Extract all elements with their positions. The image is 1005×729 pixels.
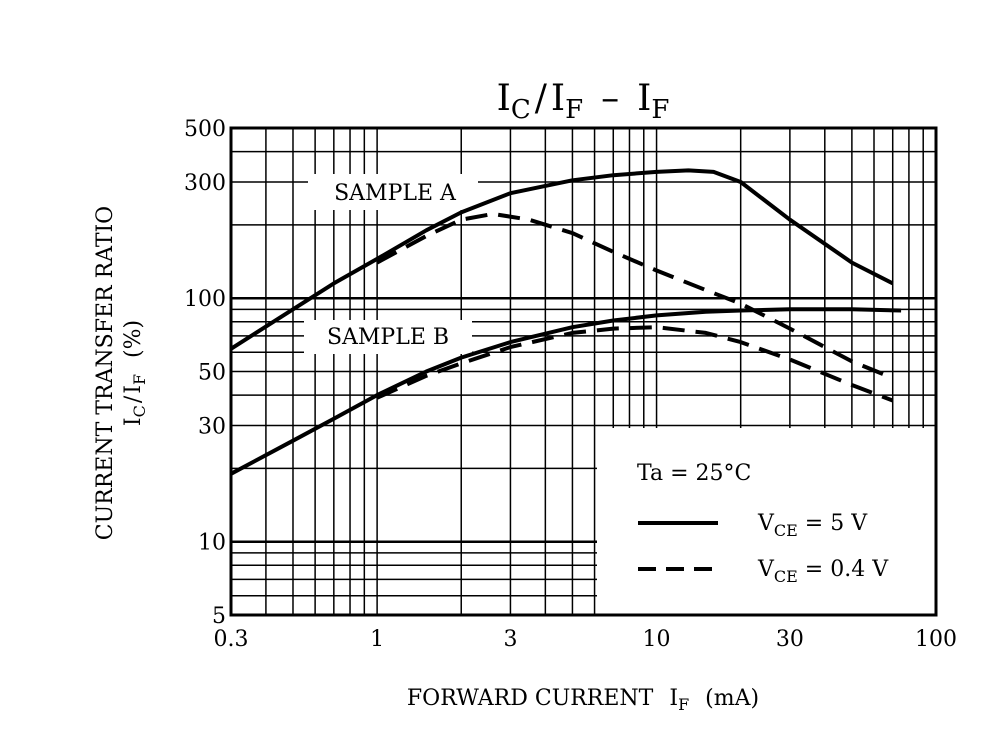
title-dash: – [601, 78, 619, 119]
legend-entry-dashed: VCE = 0.4 V [757, 557, 889, 586]
ylabel-slash: / [121, 395, 146, 403]
x-tick-label: 30 [776, 627, 804, 652]
y-tick-label: 30 [198, 415, 226, 440]
series-line-sample-b-dashed [376, 325, 894, 403]
ylabel-unit: (%) [121, 320, 146, 358]
series-line-sample-a-solid [229, 168, 894, 351]
x-tick-label: 3 [503, 627, 517, 652]
x-axis-label: FORWARD CURRENT IF (mA) [407, 686, 759, 714]
xlabel-sym: I [669, 686, 678, 711]
legend-entry-solid: VCE = 5 V [757, 511, 868, 540]
title-if: I [551, 78, 565, 119]
legend-solid-sub: CE [774, 521, 798, 540]
y-tick-label: 100 [184, 287, 226, 312]
tick-labels: 0.3 1 3 10 30 100 5 10 30 50 100 300 500 [184, 117, 957, 652]
sample-a-label-bg [308, 174, 478, 210]
title-x: I [637, 78, 651, 119]
chart-title: IC / IF – IF [497, 78, 670, 125]
title-ic: I [497, 78, 511, 119]
sample-a-label: SAMPLE A [334, 181, 457, 206]
ylabel-sub1: C [130, 405, 149, 417]
y-tick-label: 5 [212, 604, 226, 629]
series [229, 168, 902, 476]
series-line-sample-a-dashed [376, 211, 894, 380]
sample-b-label-bg [304, 320, 472, 354]
y-tick-label: 50 [198, 361, 226, 386]
legend-dashed-sub: CE [774, 567, 798, 586]
x-tick-label: 1 [370, 627, 384, 652]
y-axis-label: CURRENT TRANSFER RATIO IC/IF(%) [93, 206, 149, 540]
ylabel-sub2: F [130, 374, 149, 385]
xlabel-prefix: FORWARD CURRENT [407, 686, 654, 711]
title-ic-sub: C [511, 95, 531, 125]
y-tick-label: 300 [184, 171, 226, 196]
legend-dashed-text: = 0.4 V [798, 557, 889, 582]
title-slash: / [535, 78, 548, 119]
legend-solid-sym: V [757, 511, 775, 536]
ylabel-sym2: I [121, 385, 146, 394]
x-tick-label: 0.3 [214, 627, 249, 652]
x-tick-label: 100 [915, 627, 957, 652]
x-tick-label: 10 [643, 627, 671, 652]
xlabel-sub: F [678, 695, 689, 714]
ylabel-sym: I [121, 417, 146, 426]
legend-solid-text: = 5 V [798, 511, 868, 536]
title-if-sub: F [565, 95, 583, 125]
xlabel-unit: (mA) [705, 686, 759, 711]
sample-b-label: SAMPLE B [327, 325, 449, 350]
y-axis-label-line2: IC/IF(%) [121, 320, 149, 426]
y-axis-label-line1: CURRENT TRANSFER RATIO [93, 206, 118, 540]
y-tick-label: 10 [198, 531, 226, 556]
legend-dashed-sym: V [757, 557, 775, 582]
series-line-sample-b-solid [230, 307, 902, 476]
y-tick-label: 500 [184, 117, 226, 142]
title-x-sub: F [651, 95, 669, 125]
legend-condition: Ta = 25°C [637, 461, 751, 486]
plot-frame [229, 126, 938, 617]
